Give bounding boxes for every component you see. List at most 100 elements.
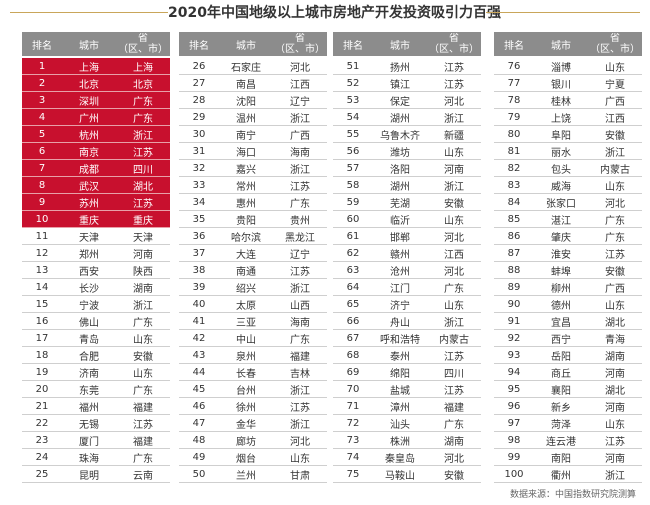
table-row: 66 舟山 浙江: [333, 313, 481, 330]
province-cell: 山东: [444, 215, 464, 227]
province-cell: 福建: [133, 436, 153, 448]
city-cell: 廊坊: [236, 436, 256, 448]
province-cell: 海南: [290, 147, 310, 159]
table-row: 78 桂林 广西: [494, 92, 642, 109]
table-row: 62 赣州 江西: [333, 245, 481, 262]
city-cell: 蚌埠: [551, 266, 571, 278]
city-cell: 青岛: [79, 334, 99, 346]
table-row: 47 金华 浙江: [179, 415, 327, 432]
page-title: 2020年中国地级以上城市房地产开发投资吸引力百强: [168, 5, 501, 21]
province-cell: 山东: [605, 300, 625, 312]
province-cell: 广东: [444, 283, 464, 295]
rank-cell: 20: [35, 383, 49, 395]
table-row: 46 徐州 江苏: [179, 398, 327, 415]
table-row: 5 杭州 浙江: [22, 126, 170, 143]
province-cell: 江苏: [290, 402, 310, 414]
province-cell: 福建: [290, 351, 310, 363]
city-cell: 西宁: [551, 334, 571, 346]
province-cell: 广东: [290, 198, 310, 210]
rank-cell: 30: [192, 128, 206, 140]
province-cell: 四川: [444, 368, 464, 380]
province-cell: 安徽: [444, 470, 464, 482]
city-cell: 杭州: [79, 130, 99, 142]
table-row: 89 柳州 广西: [494, 279, 642, 296]
table-row: 90 德州 山东: [494, 296, 642, 313]
province-cell: 广东: [133, 113, 153, 125]
table-row: 73 株洲 湖南: [333, 432, 481, 449]
table-row: 11 天津 天津: [22, 228, 170, 245]
rank-cell: 5: [38, 128, 46, 140]
city-cell: 中山: [236, 334, 256, 346]
rank-cell: 33: [192, 179, 206, 191]
table-row: 39 绍兴 浙江: [179, 279, 327, 296]
rank-cell: 64: [346, 281, 360, 293]
rank-cell: 23: [35, 434, 49, 446]
table-row: 27 南昌 江西: [179, 75, 327, 92]
rank-cell: 28: [192, 94, 206, 106]
province-cell: 浙江: [290, 283, 310, 295]
province-cell: 广东: [133, 453, 153, 465]
city-cell: 威海: [551, 181, 571, 193]
table-body: 51 扬州 江苏 52 镇江 江苏 53 保定 河北 54 湖州 浙江 55 乌鲁木齐 新疆 56 潍坊 山东 57…: [333, 58, 481, 483]
data-source-note: 数据来源：中国指数研究院测算: [509, 490, 636, 500]
city-cell: 柳州: [551, 283, 571, 295]
city-cell: 漳州: [390, 402, 410, 414]
rank-cell: 52: [346, 77, 360, 89]
city-cell: 海口: [236, 147, 256, 159]
table-row: 10 重庆 重庆: [22, 211, 170, 228]
province-cell: 广东: [133, 385, 153, 397]
header-province-line1: 省: [138, 33, 148, 44]
province-cell: 山东: [133, 368, 153, 380]
city-cell: 肇庆: [551, 232, 571, 244]
table-header: 排名 城市 省（区、市）: [494, 32, 642, 56]
table-row: 40 太原 山西: [179, 296, 327, 313]
city-cell: 南昌: [236, 79, 256, 91]
city-cell: 丽水: [551, 147, 571, 159]
table-row: 28 沈阳 辽宁: [179, 92, 327, 109]
rank-cell: 79: [507, 111, 521, 123]
city-cell: 盐城: [390, 385, 410, 397]
rank-cell: 40: [192, 298, 206, 310]
rank-cell: 18: [35, 349, 49, 361]
city-cell: 呼和浩特: [380, 334, 420, 346]
province-cell: 内蒙古: [600, 164, 630, 176]
province-cell: 云南: [133, 470, 153, 482]
province-cell: 江苏: [605, 436, 625, 448]
rank-cell: 3: [38, 94, 46, 106]
rank-cell: 83: [507, 179, 521, 191]
city-cell: 乌鲁木齐: [380, 130, 420, 142]
header-province: 省（区、市）: [273, 33, 327, 55]
rank-cell: 81: [507, 145, 521, 157]
table-row: 6 南京 江苏: [22, 143, 170, 160]
province-cell: 江苏: [444, 62, 464, 74]
city-cell: 长沙: [79, 283, 99, 295]
city-cell: 湖州: [390, 181, 410, 193]
rank-cell: 57: [346, 162, 360, 174]
rank-cell: 32: [192, 162, 206, 174]
city-cell: 三亚: [236, 317, 256, 329]
rank-cell: 96: [507, 400, 521, 412]
table-row: 59 芜湖 安徽: [333, 194, 481, 211]
table-row: 65 济宁 山东: [333, 296, 481, 313]
rank-cell: 61: [346, 230, 360, 242]
rank-cell: 15: [35, 298, 49, 310]
province-cell: 辽宁: [290, 249, 310, 261]
province-cell: 河北: [444, 266, 464, 278]
table-row: 85 湛江 广东: [494, 211, 642, 228]
city-cell: 南阳: [551, 453, 571, 465]
ranking-panel-2: 排名 城市省（区、市） 26 石家庄 河北 27 南昌 江西 28 沈阳 辽宁 29 温州 浙江 30 南宁广…: [179, 32, 327, 483]
province-cell: 广东: [290, 334, 310, 346]
rank-cell: 21: [35, 400, 49, 412]
rank-cell: 86: [507, 230, 521, 242]
city-cell: 台州: [236, 385, 256, 397]
province-cell: 河北: [605, 198, 625, 210]
province-cell: 山东: [444, 147, 464, 159]
province-cell: 浙江: [290, 113, 310, 125]
table-row: 64 江门 广东: [333, 279, 481, 296]
province-cell: 新疆: [444, 130, 464, 142]
city-cell: 东莞: [79, 385, 99, 397]
table-body: 26 石家庄 河北 27 南昌 江西 28 沈阳 辽宁 29 温州 浙江 30 南宁 广西 31 海口 海南 32 嘉…: [179, 58, 327, 483]
table-row: 35 贵阳 贵州: [179, 211, 327, 228]
city-cell: 济南: [79, 368, 99, 380]
province-cell: 湖北: [133, 181, 153, 193]
